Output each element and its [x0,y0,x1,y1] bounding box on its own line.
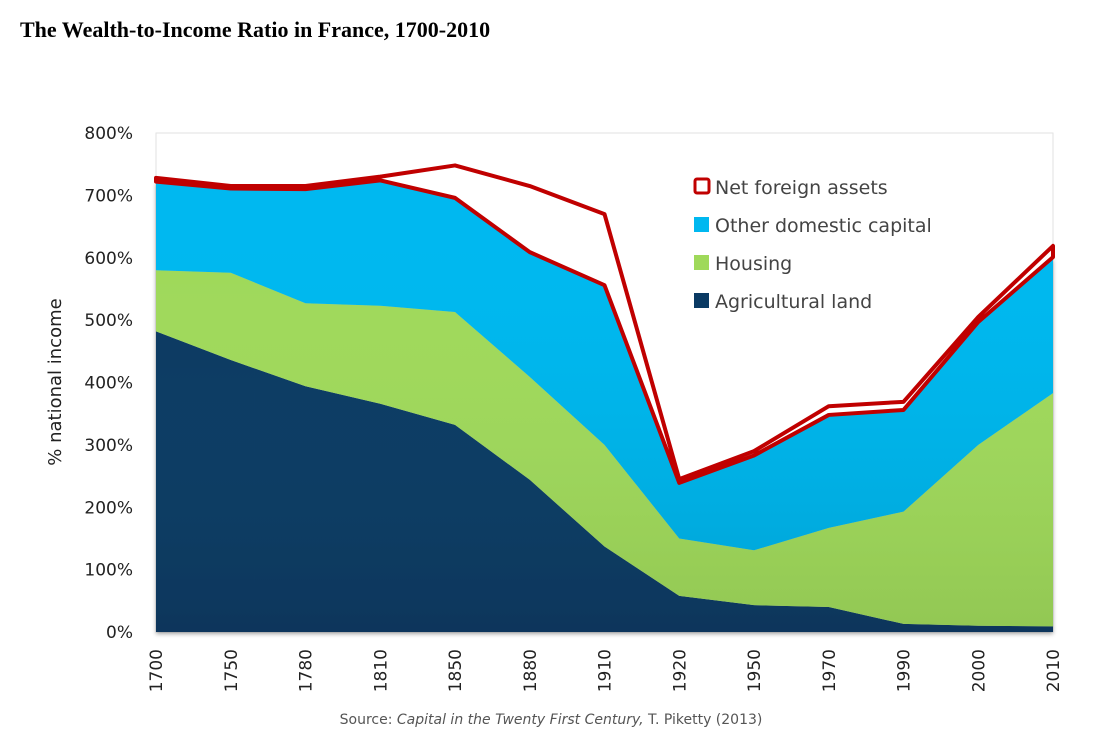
x-tick-label: 1850 [446,649,466,692]
legend-label-net-foreign-assets: Net foreign assets [715,177,888,199]
x-tick-label: 1920 [670,649,690,692]
x-tick-label: 2010 [1044,649,1064,692]
area-net-foreign-assets [154,163,1055,485]
legend-label-agricultural-land: Agricultural land [715,291,872,313]
net-foreign-assets-layer [154,163,1055,485]
x-tick-label: 2000 [969,649,989,692]
y-tick-label: 800% [84,124,133,144]
x-tick-label: 1880 [521,649,541,692]
x-tick-label: 1950 [745,649,765,692]
legend-swatch-agricultural-land [694,293,709,308]
area-layer [156,180,1053,632]
area-shade-other-domestic-capital [156,180,1053,551]
area-shade-agricultural-land [156,331,1053,632]
source-work: Capital in the Twenty First Century, [396,712,644,728]
x-tick-label: 1910 [596,649,616,692]
legend-swatch-other-domestic-capital [694,217,709,232]
y-axis-title: % national income [45,298,66,465]
source-prefix: Source: [339,712,397,728]
y-tick-label: 500% [84,311,133,331]
legend-swatch-net-foreign-assets [693,177,711,195]
area-shade-housing [156,270,1053,627]
legend-label-other-domestic-capital: Other domestic capital [715,215,932,237]
legend: Net foreign assets Other domestic capital… [693,177,932,313]
y-tick-label: 300% [84,436,133,456]
x-tick-label: 1700 [147,649,167,692]
y-tick-label: 600% [84,249,133,269]
legend-swatch-housing [694,255,709,270]
x-tick-label: 1810 [371,649,391,692]
y-tick-label: 100% [84,561,133,581]
y-tick-label: 200% [84,498,133,518]
source-note: Source: Capital in the Twenty First Cent… [0,712,1102,728]
x-axis: 1700 1750 1780 1810 1850 1880 1910 1920 1950 1970… [147,649,1064,692]
legend-label-housing: Housing [715,253,792,275]
x-tick-label: 1750 [222,649,242,692]
y-tick-label: 400% [84,374,133,394]
x-tick-label: 1780 [297,649,317,692]
x-tick-label: 1990 [895,649,915,692]
source-suffix: T. Piketty (2013) [643,712,763,728]
x-tick-label: 1970 [820,649,840,692]
y-tick-label: 0% [106,623,133,643]
y-axis: 0% 100% 200% 300% 400% 500% 600% 700% 800% [84,124,133,643]
y-tick-label: 700% [84,186,133,206]
page-title: The Wealth-to-Income Ratio in France, 17… [20,17,491,42]
